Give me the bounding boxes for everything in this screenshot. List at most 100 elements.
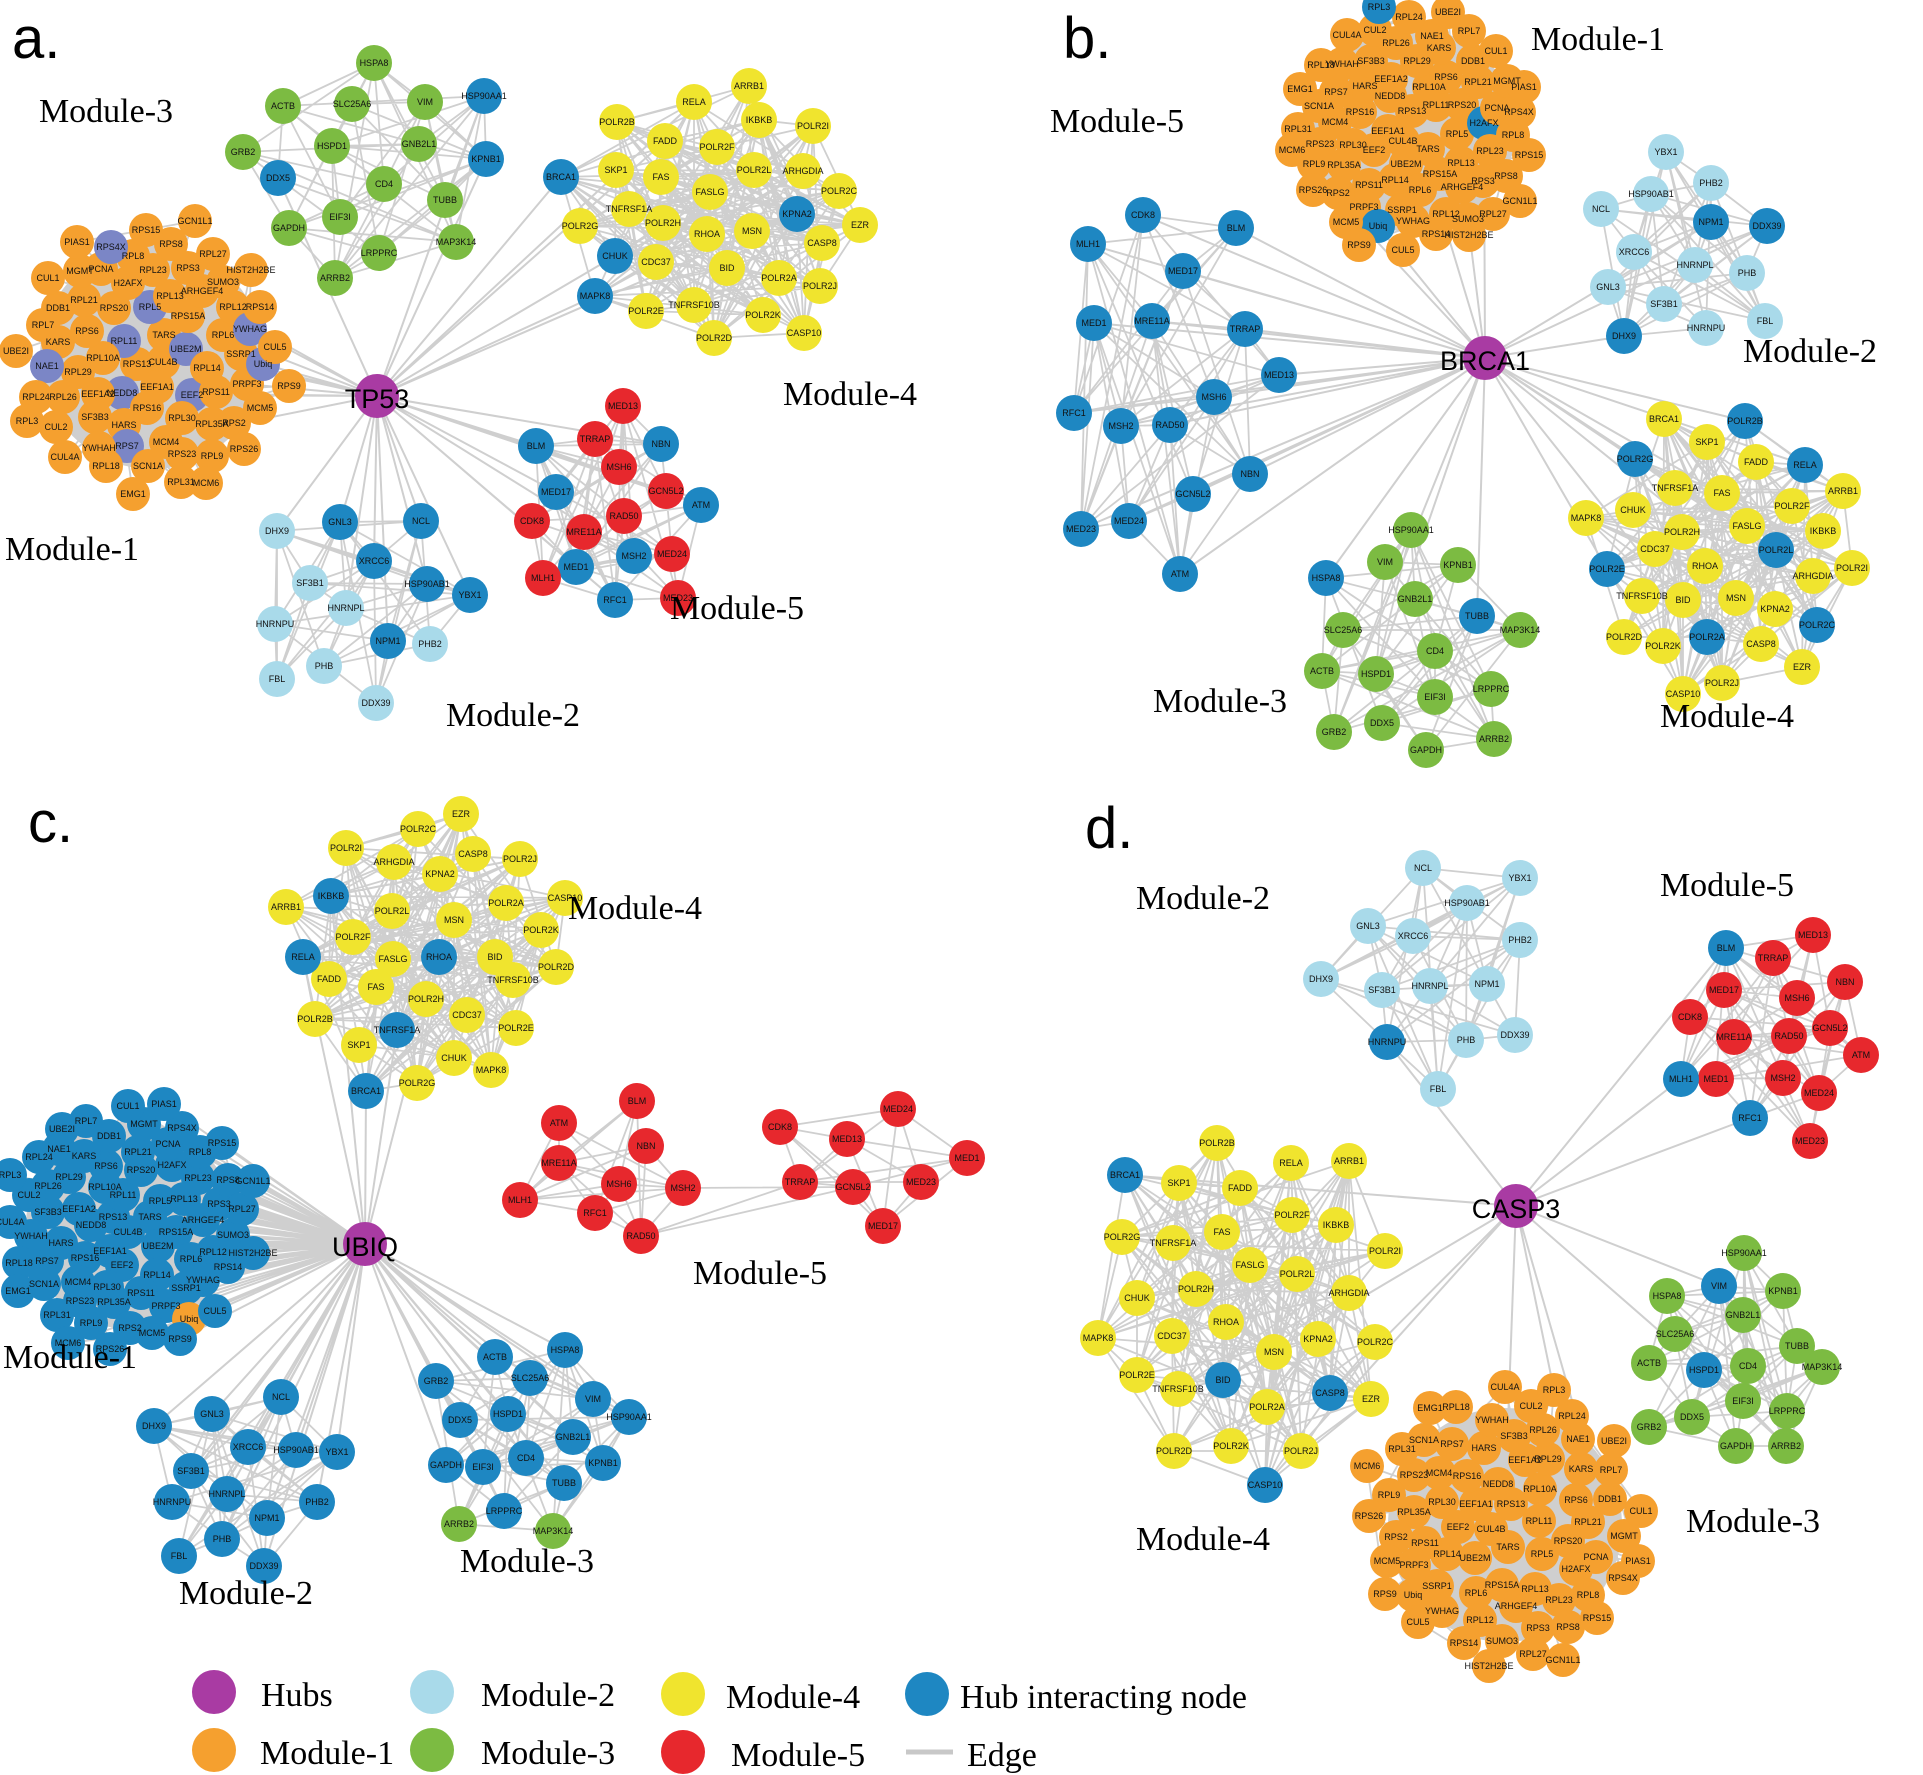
svg-text:CUL4B: CUL4B: [1388, 136, 1417, 146]
svg-text:HNRNPL: HNRNPL: [1411, 981, 1448, 991]
svg-text:UBE2M: UBE2M: [1459, 1553, 1490, 1563]
svg-text:MSH6: MSH6: [606, 1179, 631, 1189]
svg-text:RFC1: RFC1: [1062, 408, 1086, 418]
svg-text:SUMO3: SUMO3: [1486, 1636, 1518, 1646]
svg-text:UBE2M: UBE2M: [170, 344, 201, 354]
svg-text:PRPF3: PRPF3: [1399, 1560, 1428, 1570]
svg-text:Module-5: Module-5: [1050, 103, 1184, 140]
svg-text:CDK8: CDK8: [1678, 1012, 1702, 1022]
svg-text:RPL31: RPL31: [1388, 1444, 1416, 1454]
svg-text:DHX9: DHX9: [142, 1421, 166, 1431]
svg-text:YWHAG: YWHAG: [1396, 216, 1430, 226]
svg-text:GCN1L1: GCN1L1: [235, 1176, 270, 1186]
svg-text:TNFRSF10B: TNFRSF10B: [668, 300, 720, 310]
svg-text:RPS15: RPS15: [1515, 150, 1544, 160]
svg-text:PHB: PHB: [1738, 268, 1757, 278]
svg-text:YWHAH: YWHAH: [82, 443, 116, 453]
svg-text:CHUK: CHUK: [1620, 505, 1646, 515]
svg-text:POLR2I: POLR2I: [330, 843, 362, 853]
svg-text:LRPPRC: LRPPRC: [1473, 684, 1510, 694]
svg-text:RFC1: RFC1: [1738, 1113, 1762, 1123]
svg-text:UBE2M: UBE2M: [1390, 159, 1421, 169]
svg-text:CASP10: CASP10: [548, 893, 583, 903]
svg-text:RPS7: RPS7: [35, 1256, 59, 1266]
svg-text:POLR2H: POLR2H: [1178, 1284, 1214, 1294]
svg-text:HIST2H2BE: HIST2H2BE: [228, 1248, 277, 1258]
svg-text:RPS26: RPS26: [1355, 1511, 1384, 1521]
svg-text:RPL31: RPL31: [1284, 124, 1312, 134]
svg-text:POLR2E: POLR2E: [1119, 1370, 1155, 1380]
svg-text:RPL7: RPL7: [1600, 1465, 1623, 1475]
svg-text:FADD: FADD: [317, 974, 342, 984]
svg-text:POLR2D: POLR2D: [696, 333, 733, 343]
svg-text:RPS11: RPS11: [127, 1288, 155, 1298]
svg-text:RPS14: RPS14: [1422, 229, 1451, 239]
svg-text:RPS6: RPS6: [94, 1161, 118, 1171]
svg-text:CUL2: CUL2: [17, 1190, 40, 1200]
svg-text:CD4: CD4: [1739, 1361, 1757, 1371]
svg-text:RPL23: RPL23: [1545, 1595, 1573, 1605]
svg-text:SF3B3: SF3B3: [81, 412, 109, 422]
svg-text:RPL29: RPL29: [64, 367, 92, 377]
svg-text:RPL3: RPL3: [16, 416, 39, 426]
svg-text:RPS7: RPS7: [1440, 1439, 1464, 1449]
svg-text:XRCC6: XRCC6: [1619, 247, 1650, 257]
svg-text:KPNA2: KPNA2: [782, 209, 812, 219]
svg-text:GCN5L2: GCN5L2: [835, 1182, 870, 1192]
svg-text:SSRP1: SSRP1: [1422, 1581, 1452, 1591]
svg-text:RPL10A: RPL10A: [1523, 1484, 1557, 1494]
svg-text:RPS26: RPS26: [230, 444, 259, 454]
svg-text:GNL3: GNL3: [1596, 282, 1620, 292]
svg-text:BID: BID: [1675, 595, 1691, 605]
svg-text:MED1: MED1: [954, 1153, 979, 1163]
svg-text:CUL5: CUL5: [1391, 245, 1414, 255]
svg-text:POLR2L: POLR2L: [1759, 545, 1794, 555]
svg-text:ATM: ATM: [1171, 569, 1189, 579]
svg-text:POLR2I: POLR2I: [797, 121, 829, 131]
svg-text:RPS9: RPS9: [1373, 1589, 1397, 1599]
svg-text:Module-4: Module-4: [1660, 698, 1794, 735]
svg-text:RPS8: RPS8: [159, 239, 183, 249]
svg-text:CHUK: CHUK: [1124, 1293, 1150, 1303]
svg-text:MAP3K14: MAP3K14: [1500, 625, 1541, 635]
svg-text:Module-2: Module-2: [179, 1575, 313, 1612]
svg-text:TP53: TP53: [345, 384, 410, 414]
svg-text:RPS8: RPS8: [1494, 171, 1518, 181]
svg-text:RPS2: RPS2: [1326, 188, 1350, 198]
svg-text:SCN1A: SCN1A: [1409, 1435, 1439, 1445]
svg-text:EEF1A2: EEF1A2: [1374, 74, 1408, 84]
svg-text:CUL2: CUL2: [1519, 1401, 1542, 1411]
svg-text:MSN: MSN: [444, 915, 464, 925]
svg-text:EZR: EZR: [851, 220, 870, 230]
svg-text:GCN5L2: GCN5L2: [648, 486, 683, 496]
svg-text:RPL23: RPL23: [139, 265, 167, 275]
svg-text:POLR2J: POLR2J: [1705, 678, 1739, 688]
svg-text:MED1: MED1: [1703, 1074, 1728, 1084]
svg-text:NAE1: NAE1: [47, 1144, 71, 1154]
svg-text:PIAS1: PIAS1: [1625, 1556, 1651, 1566]
svg-text:RPS3: RPS3: [207, 1199, 231, 1209]
svg-text:CD4: CD4: [375, 179, 393, 189]
svg-text:Module-2: Module-2: [1136, 880, 1270, 917]
svg-text:CUL4A: CUL4A: [1490, 1382, 1519, 1392]
svg-text:SCN1A: SCN1A: [1304, 101, 1334, 111]
svg-text:RPL9: RPL9: [1378, 1490, 1401, 1500]
svg-text:RPS6: RPS6: [75, 326, 99, 336]
svg-text:XRCC6: XRCC6: [1398, 931, 1429, 941]
svg-text:HIST2H2BE: HIST2H2BE: [1464, 1661, 1513, 1671]
svg-text:UBE2I: UBE2I: [1601, 1436, 1627, 1446]
svg-text:SKP1: SKP1: [1695, 437, 1718, 447]
svg-text:RPS14: RPS14: [1450, 1638, 1479, 1648]
svg-text:EIF3I: EIF3I: [1424, 692, 1446, 702]
svg-text:KPNA2: KPNA2: [1303, 1334, 1333, 1344]
svg-text:RPL14: RPL14: [143, 1270, 171, 1280]
svg-text:MED24: MED24: [1114, 516, 1144, 526]
svg-text:ARHGEF4: ARHGEF4: [181, 286, 224, 296]
svg-text:MSH6: MSH6: [1201, 392, 1226, 402]
svg-text:RPL18: RPL18: [92, 461, 120, 471]
svg-text:HNRNPL: HNRNPL: [208, 1489, 245, 1499]
svg-text:POLR2L: POLR2L: [1280, 1269, 1315, 1279]
svg-text:RFC1: RFC1: [583, 1208, 607, 1218]
svg-text:FADD: FADD: [1228, 1183, 1253, 1193]
svg-text:CUL5: CUL5: [1406, 1617, 1429, 1627]
